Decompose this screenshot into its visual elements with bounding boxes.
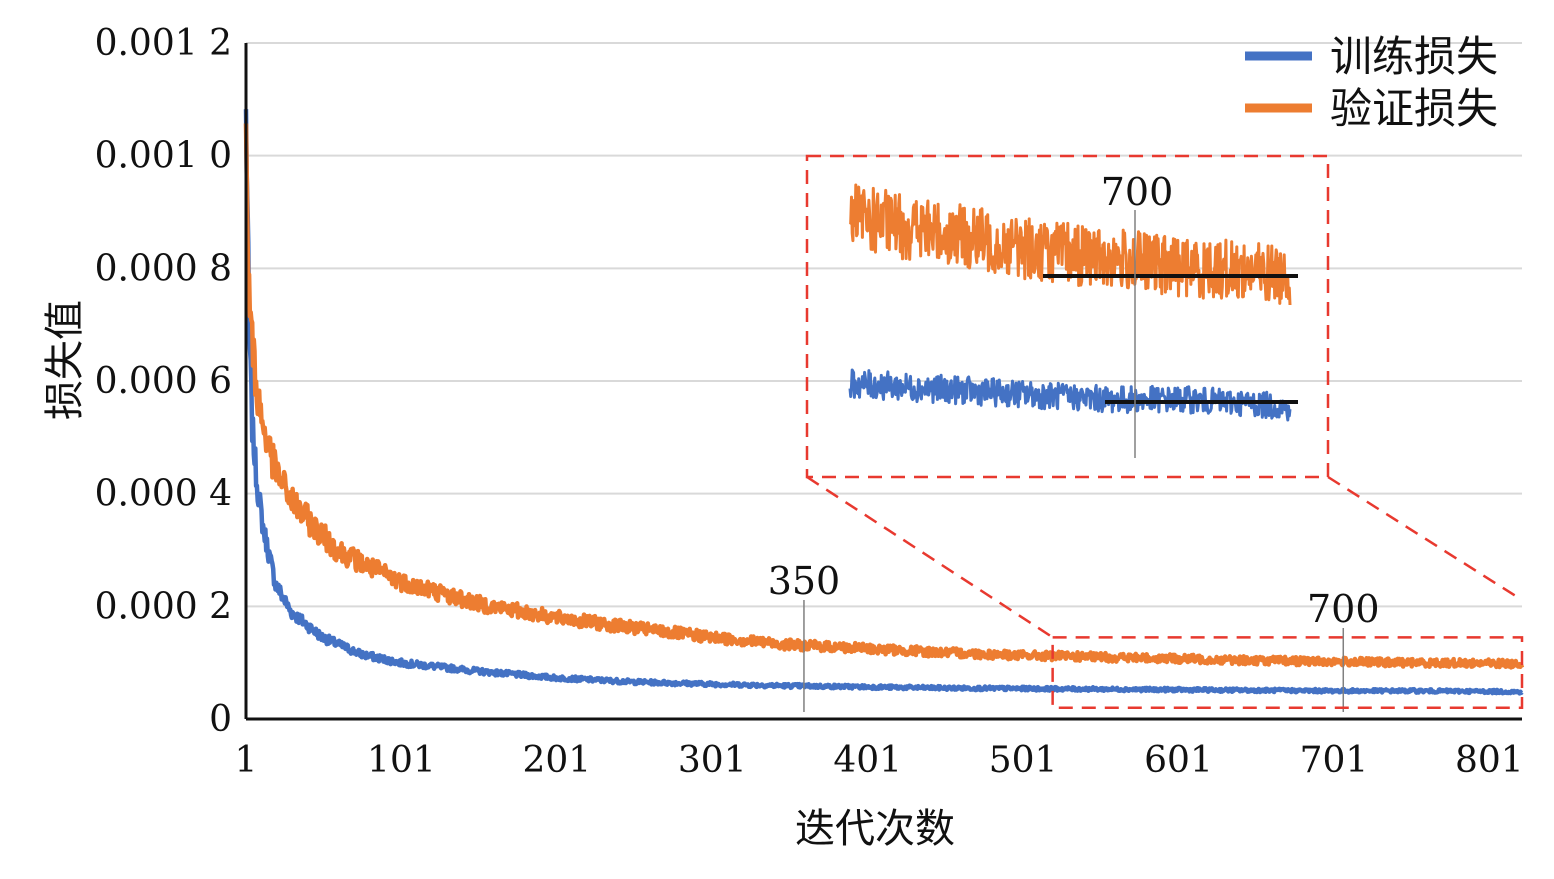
x-tick-label: 601: [1144, 740, 1213, 781]
x-tick-labels: 1 101 201 301 401 501 601 701 801: [235, 740, 1524, 781]
axes: [244, 43, 1522, 721]
y-tick-label: 0.000 2: [95, 586, 232, 627]
inset-series-train: [848, 368, 1292, 422]
legend: 训练损失 验证损失: [1245, 32, 1498, 133]
zoom-connector-left: [806, 475, 1054, 639]
y-tick-label: 0: [209, 699, 232, 740]
zoom-connector-right: [1327, 475, 1523, 602]
y-tick-label: 0.001 2: [95, 23, 232, 64]
zoom-inset: 700: [805, 154, 1524, 709]
x-tick-label: 701: [1300, 740, 1369, 781]
x-tick-label: 301: [678, 740, 747, 781]
legend-label-train: 训练损失: [1330, 32, 1498, 81]
x-tick-label: 1: [235, 740, 258, 781]
series-line-val: [243, 123, 1525, 670]
series-line-train: [243, 109, 1524, 696]
y-tick-labels: 0 0.000 2 0.000 4 0.000 6 0.000 8 0.001 0 0.00…: [95, 23, 232, 740]
y-tick-label: 0.000 4: [95, 474, 232, 515]
y-tick-label: 0.001 0: [95, 136, 232, 177]
y-axis-label: 损失值: [42, 300, 88, 420]
inset-series-val: [848, 183, 1292, 306]
zoom-source-box: [1051, 636, 1524, 709]
inset-marker-label: 700: [1101, 170, 1174, 214]
annotation-label: 350: [768, 559, 841, 603]
legend-label-val: 验证损失: [1330, 84, 1498, 133]
series-lines: [243, 109, 1525, 696]
annotations: 350 700: [768, 559, 1380, 712]
y-tick-label: 0.000 8: [95, 248, 232, 289]
y-tick-label: 0.000 6: [95, 361, 232, 402]
x-axis-label: 迭代次数: [795, 806, 955, 852]
zoom-inset-box: [805, 154, 1330, 479]
x-tick-label: 201: [522, 740, 591, 781]
x-tick-label: 801: [1455, 740, 1524, 781]
x-tick-label: 101: [367, 740, 436, 781]
x-tick-label: 501: [989, 740, 1058, 781]
annotation-label: 700: [1307, 587, 1380, 631]
x-tick-label: 401: [833, 740, 902, 781]
